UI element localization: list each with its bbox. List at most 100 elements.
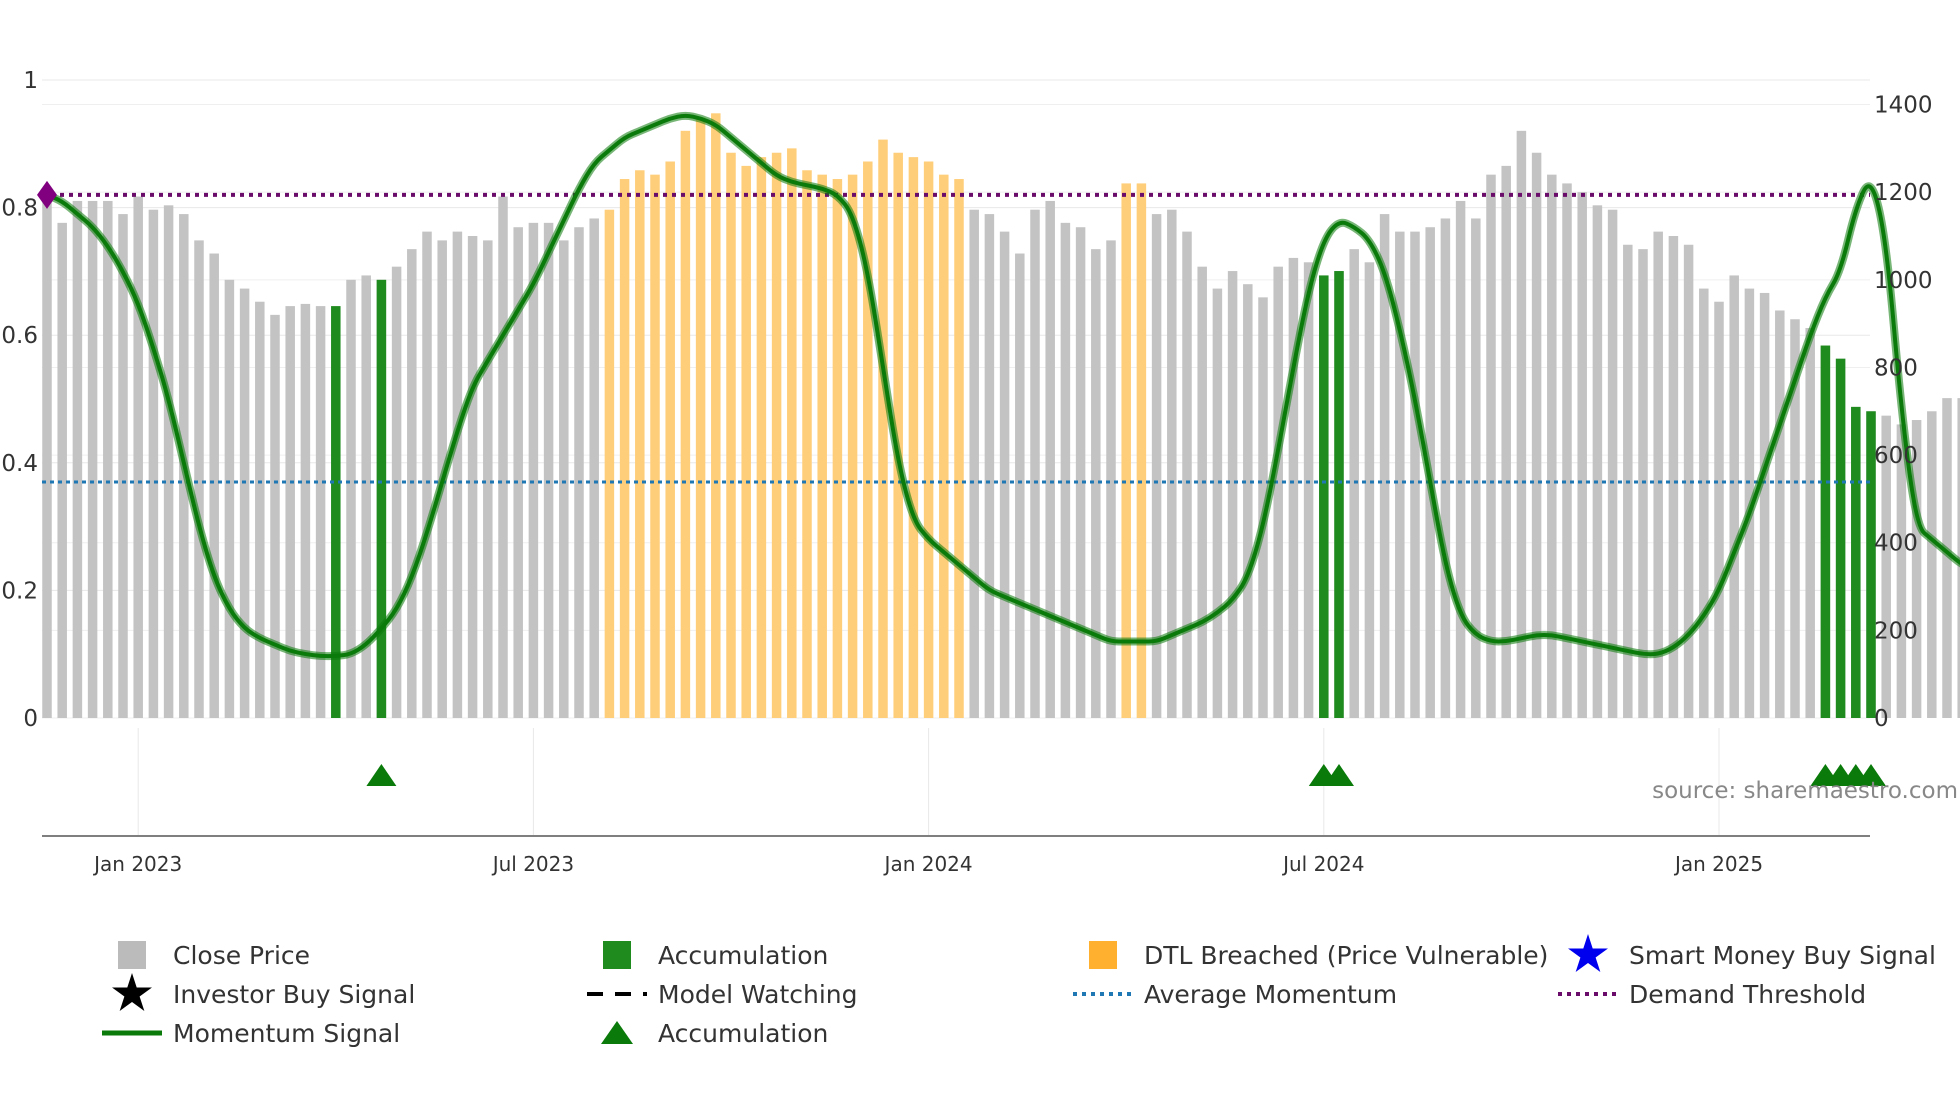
- price-bar: [163, 205, 174, 719]
- price-bar: [695, 117, 706, 718]
- price-bar: [1927, 411, 1937, 718]
- price-bar: [1030, 209, 1040, 718]
- price-bar: [543, 222, 554, 718]
- price-bar: [1395, 231, 1405, 718]
- price-bar: [1121, 183, 1131, 718]
- price-bar: [391, 266, 402, 718]
- legend-label: Momentum Signal: [173, 1019, 400, 1048]
- price-bar: [133, 196, 143, 719]
- right-tick-label: 1400: [1874, 93, 1933, 119]
- price-bar: [118, 214, 128, 719]
- date-label: Jan 2023: [92, 852, 182, 876]
- date-label: Jul 2024: [1281, 852, 1364, 876]
- axes: 0 0.2 0.4 0.6 0.8 1 0 200 400 600 800 1000 1200 1400 J…: [1, 68, 1933, 876]
- price-bar: [604, 209, 615, 718]
- price-bar: [1562, 183, 1572, 718]
- price-bar: [1379, 214, 1390, 719]
- date-label: Jan 2025: [1673, 852, 1763, 876]
- accumulation-triangle: [1324, 764, 1354, 786]
- price-bar: [1516, 130, 1527, 719]
- price-bar: [999, 231, 1010, 718]
- legend-label: Close Price: [173, 941, 310, 970]
- legend-label: Average Momentum: [1144, 980, 1397, 1009]
- price-bar: [756, 157, 767, 719]
- price-bar: [513, 227, 523, 718]
- accumulation-bar: [1319, 275, 1329, 718]
- legend-swatch: [603, 941, 631, 969]
- price-bar: [787, 148, 797, 718]
- price-bar: [1607, 209, 1618, 718]
- price-bar: [498, 196, 508, 719]
- price-bar: [771, 152, 782, 718]
- price-bar: [741, 165, 751, 718]
- price-bar: [194, 240, 204, 718]
- price-bar: [650, 174, 660, 719]
- price-bar: [1167, 209, 1177, 718]
- right-tick-label: 1000: [1874, 268, 1933, 294]
- right-tick-label: 0: [1874, 706, 1889, 732]
- price-bar: [422, 231, 432, 718]
- price-bar: [893, 152, 903, 718]
- legend-label: Accumulation: [658, 1019, 828, 1048]
- price-bar: [483, 240, 493, 718]
- price-bar: [72, 200, 83, 718]
- right-tick-label: 400: [1874, 531, 1918, 557]
- price-bar: [1638, 249, 1648, 718]
- price-bar: [1714, 301, 1724, 718]
- price-bar: [452, 231, 463, 718]
- price-bar: [969, 209, 979, 718]
- price-bar: [939, 174, 949, 719]
- price-bar: [863, 161, 873, 718]
- price-bar: [331, 306, 341, 718]
- price-bar: [1501, 165, 1511, 718]
- price-bar: [57, 222, 67, 718]
- legend-label: Demand Threshold: [1629, 980, 1866, 1009]
- price-bar: [1775, 310, 1785, 718]
- price-bar: [1881, 415, 1891, 718]
- date-label: Jul 2023: [491, 852, 574, 876]
- price-bar: [1653, 231, 1663, 718]
- price-bar: [148, 209, 159, 718]
- price-bars: [42, 113, 1960, 719]
- momentum-line: [46, 113, 1960, 659]
- price-bar: [589, 218, 599, 718]
- price-bar: [1699, 288, 1709, 718]
- legend-star-icon: [1568, 934, 1608, 972]
- price-bar: [467, 235, 478, 718]
- right-tick-label: 1200: [1874, 180, 1933, 206]
- legend: Close Price Accumulation DTL Breached (Pri…: [102, 934, 1936, 1048]
- left-tick-label: 0.4: [1, 451, 38, 477]
- legend-label: Smart Money Buy Signal: [1629, 941, 1936, 970]
- legend-swatch: [118, 941, 146, 969]
- price-bar: [1683, 244, 1694, 718]
- price-bar: [1151, 214, 1162, 719]
- price-bar: [680, 130, 691, 719]
- price-bar: [1106, 240, 1116, 718]
- price-bar: [300, 303, 311, 718]
- price-bar: [984, 214, 995, 719]
- price-bar: [285, 306, 295, 718]
- price-bar: [635, 170, 645, 718]
- price-bar: [1227, 271, 1238, 718]
- price-bar: [878, 139, 888, 719]
- date-label: Jan 2024: [883, 852, 973, 876]
- price-bar: [1592, 205, 1603, 719]
- accumulation-bar: [1835, 358, 1846, 718]
- accumulation-bar: [1820, 345, 1831, 718]
- accumulation-bar: [1851, 406, 1861, 718]
- accumulation-bar: [1866, 411, 1876, 718]
- price-bar: [1060, 222, 1071, 718]
- price-bar: [407, 249, 417, 718]
- price-bar: [665, 161, 675, 718]
- accumulation-triangle: [366, 764, 397, 786]
- price-bar: [1182, 231, 1192, 718]
- price-bar: [726, 152, 736, 718]
- price-bar: [817, 174, 827, 719]
- legend-label: Model Watching: [658, 980, 858, 1009]
- price-bar: [103, 200, 113, 718]
- price-bar: [1349, 249, 1359, 718]
- price-bar: [1075, 227, 1086, 718]
- price-bar: [1197, 266, 1207, 718]
- price-bar: [1531, 152, 1542, 718]
